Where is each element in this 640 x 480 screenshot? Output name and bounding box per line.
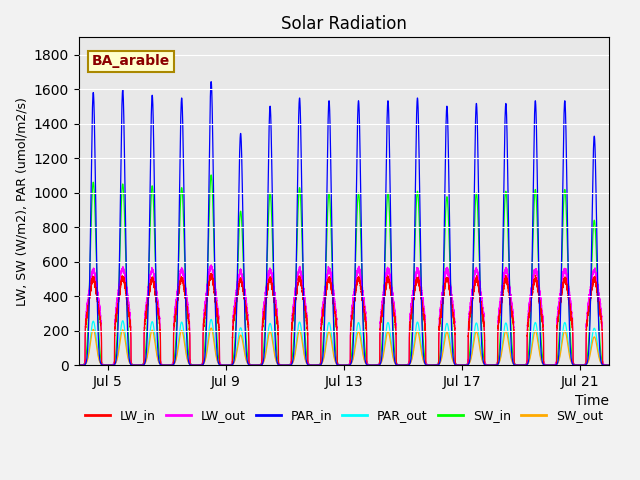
Text: BA_arable: BA_arable (92, 54, 170, 68)
X-axis label: Time: Time (575, 395, 609, 408)
Title: Solar Radiation: Solar Radiation (281, 15, 406, 33)
Legend: LW_in, LW_out, PAR_in, PAR_out, SW_in, SW_out: LW_in, LW_out, PAR_in, PAR_out, SW_in, S… (80, 404, 608, 427)
Y-axis label: LW, SW (W/m2), PAR (umol/m2/s): LW, SW (W/m2), PAR (umol/m2/s) (15, 97, 28, 306)
